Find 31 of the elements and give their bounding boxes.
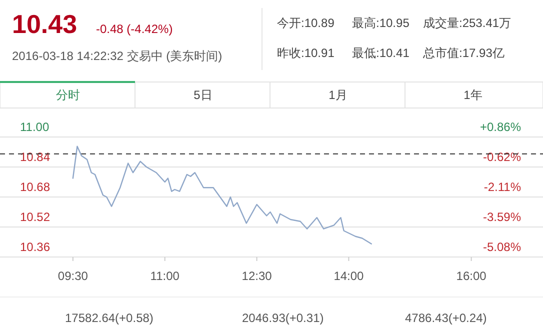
- x-tick-label: 14:00: [334, 269, 364, 283]
- text: 昨收:10.91: [277, 46, 335, 60]
- y-tick-label: 10.52: [20, 210, 50, 224]
- text: 总市值:17.93亿: [422, 46, 504, 60]
- text: 1年: [464, 88, 482, 102]
- x-tick-label: 11:00: [150, 269, 180, 283]
- text: 17582.64(+0.58): [65, 311, 154, 325]
- text: 2016-03-18 14:22:32 交易中 (美东时间): [12, 49, 222, 63]
- text: 最低:10.41: [352, 46, 410, 60]
- y-tick-label: 10.36: [20, 240, 50, 254]
- text: 4786.43(+0.24): [405, 311, 487, 325]
- y2-tick-label: -5.08%: [482, 240, 522, 254]
- text: 成交量:253.41万: [423, 16, 512, 30]
- y2-tick-label: -0.62%: [482, 150, 522, 164]
- x-tick-label: 09:30: [58, 269, 88, 283]
- text: 最高:10.95: [352, 16, 410, 30]
- y-tick-label: 10.68: [20, 180, 50, 194]
- y2-tick-label: -3.59%: [482, 210, 522, 224]
- text: 1月: [328, 88, 348, 102]
- y-tick-label: 11.00: [20, 120, 50, 134]
- y-tick-label: 10.84: [20, 150, 50, 164]
- chart-title: 10.43: [12, 9, 78, 39]
- text: 今开:10.89: [277, 16, 335, 30]
- y2-tick-label: +0.86%: [480, 120, 522, 134]
- chart-subtitle: -0.48 (-4.42%): [96, 22, 173, 36]
- y2-tick-label: -2.11%: [484, 180, 522, 194]
- text: 分时: [56, 88, 80, 102]
- x-tick-label: 12:30: [242, 269, 272, 283]
- text: 2046.93(+0.31): [242, 311, 324, 325]
- text: 5日: [194, 88, 212, 102]
- x-tick-label: 16:00: [456, 269, 487, 283]
